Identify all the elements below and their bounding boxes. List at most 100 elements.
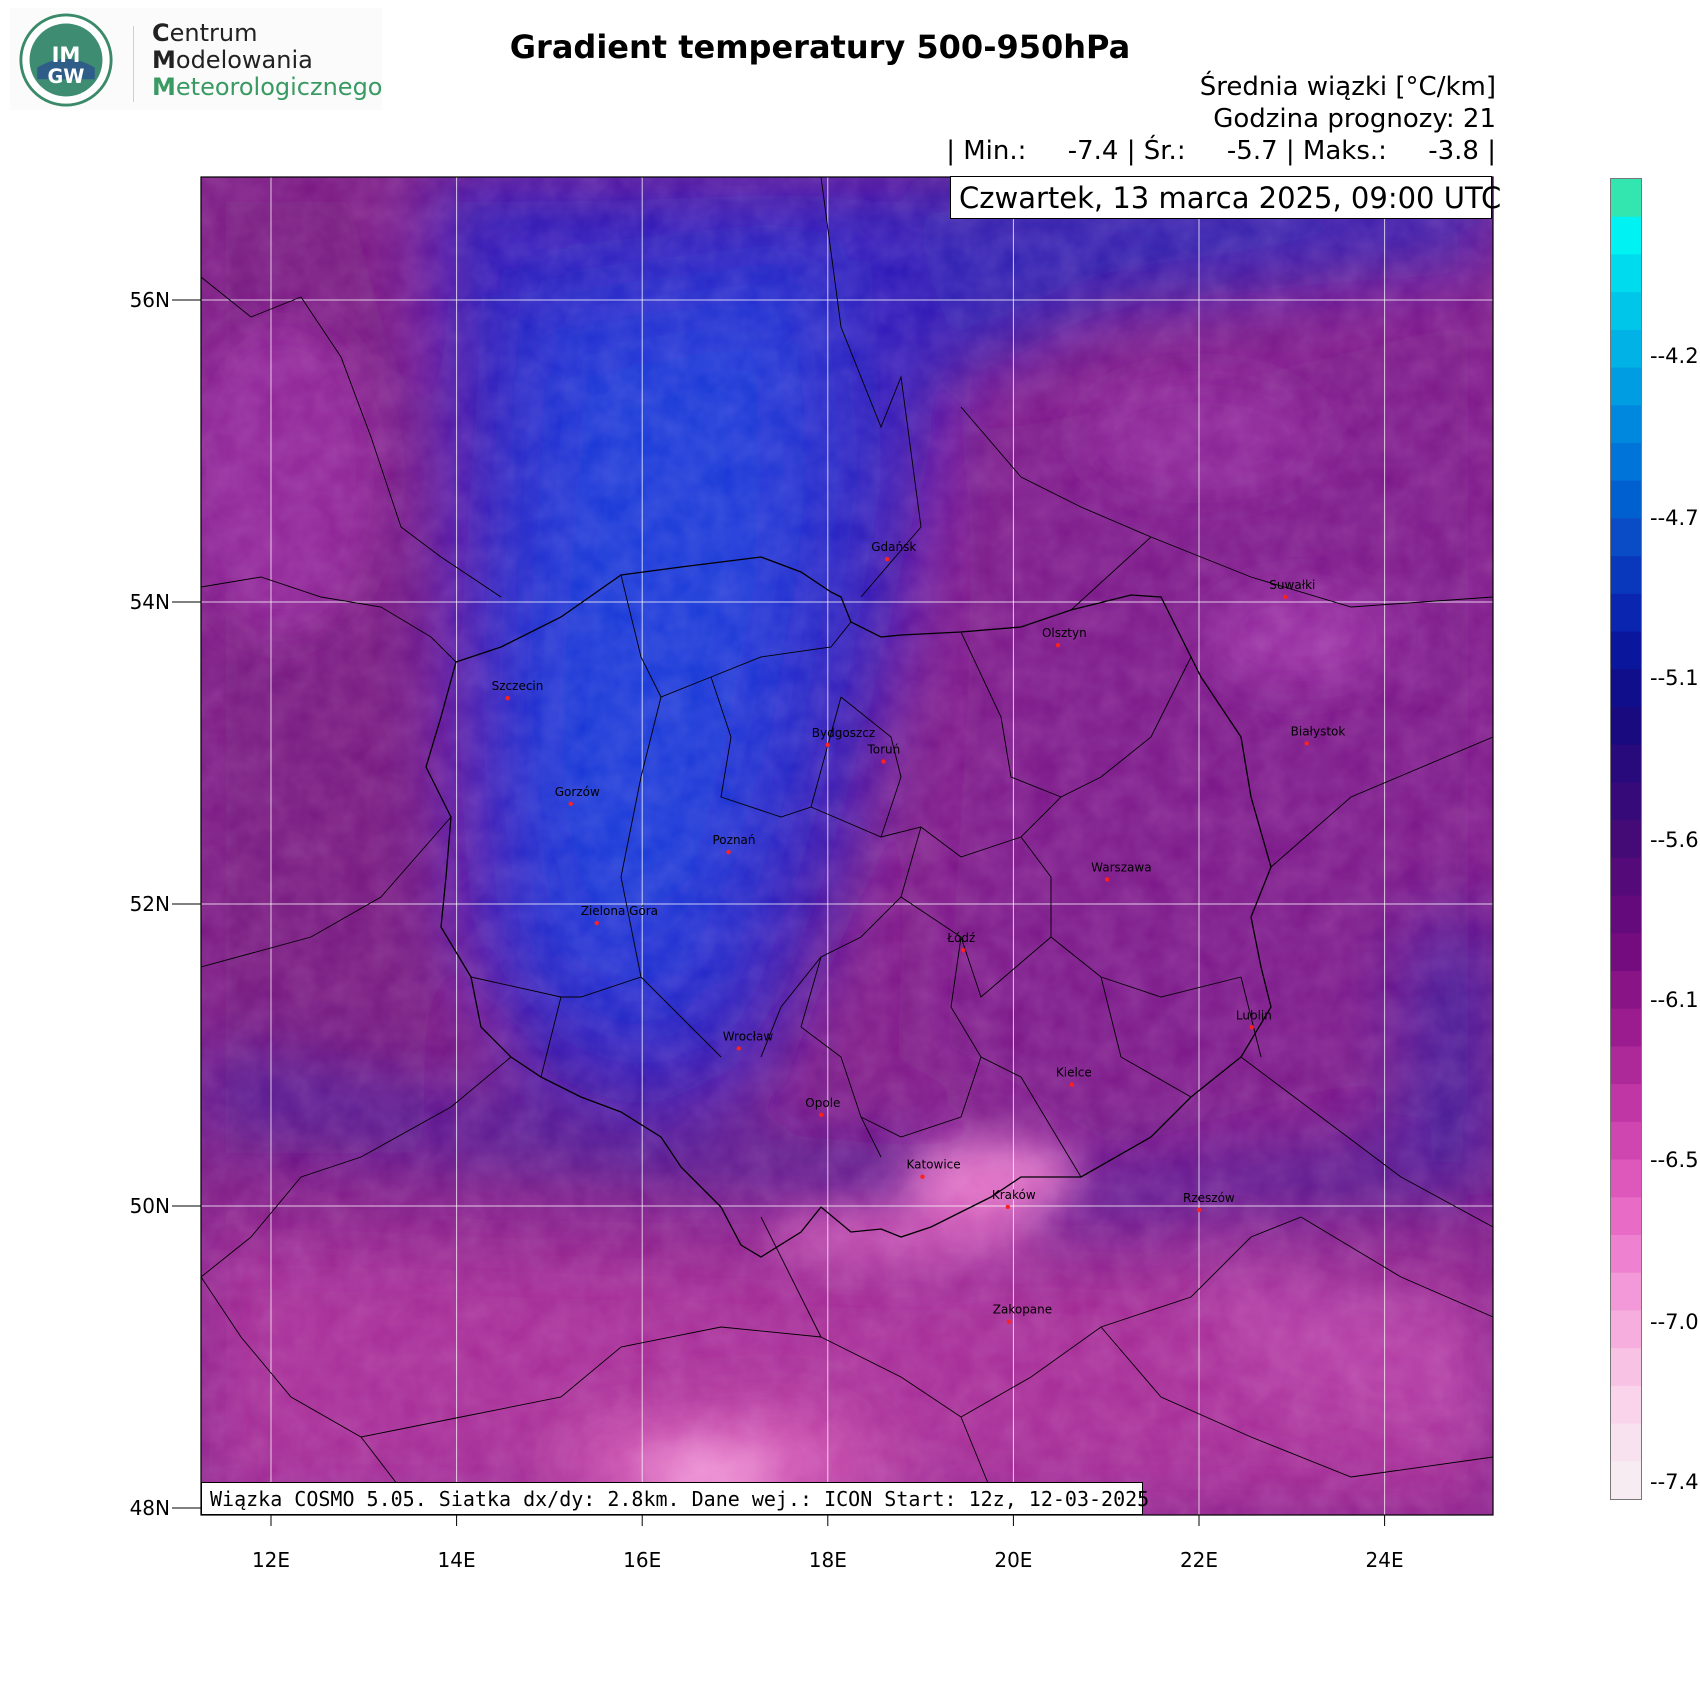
city-dot — [505, 695, 510, 701]
color-scale-step — [1611, 1461, 1641, 1499]
longitude-label: 14E — [437, 1548, 476, 1572]
color-scale-step — [1611, 518, 1641, 557]
color-scale-step — [1611, 179, 1641, 218]
color-scale-step — [1611, 593, 1641, 633]
color-scale-label: --6.1 — [1650, 988, 1699, 1012]
color-scale-label: --5.1 — [1650, 666, 1699, 690]
city-dot — [884, 556, 890, 562]
city-dot — [1304, 741, 1309, 746]
color-scale-label: --6.5 — [1650, 1148, 1699, 1172]
longitude-label: 12E — [251, 1548, 291, 1572]
city-label: Bydgoszcz — [812, 726, 875, 740]
color-scale-step — [1611, 367, 1641, 406]
city-dot — [1005, 1204, 1011, 1210]
gradient-field — [201, 177, 1493, 1515]
logo-divider — [133, 26, 134, 102]
city-dot — [1249, 1025, 1255, 1030]
svg-text:GW: GW — [48, 65, 85, 88]
city-label: Rzeszów — [1183, 1191, 1235, 1205]
color-scale-step — [1611, 895, 1641, 934]
longitude-label: 18E — [808, 1548, 847, 1572]
color-scale-step — [1611, 1008, 1641, 1047]
city-label: Suwałki — [1269, 578, 1315, 592]
city-label: Kielce — [1056, 1066, 1092, 1080]
color-scale-step — [1611, 971, 1641, 1010]
longitude-label: 24E — [1365, 1548, 1404, 1572]
city-dot — [568, 801, 573, 806]
latitude-label: 54N — [129, 590, 170, 614]
city-label: Zakopane — [993, 1303, 1052, 1317]
color-scale-step — [1611, 707, 1641, 746]
city-label: Gdańsk — [871, 540, 916, 554]
valid-date-box: Czwartek, 13 marca 2025, 09:00 UTC — [950, 176, 1501, 219]
color-scale-label: --4.2 — [1650, 344, 1699, 368]
city-label: Lublin — [1236, 1008, 1272, 1022]
city-label: Katowice — [906, 1158, 960, 1172]
color-scale-step — [1611, 1385, 1641, 1425]
logo-text: Centrum Modelowania Meteorologicznego — [152, 19, 383, 101]
city-dot — [825, 742, 830, 748]
latitude-label: 56N — [129, 288, 170, 312]
color-scale-step — [1611, 933, 1641, 972]
color-scale-step — [1611, 744, 1641, 783]
color-scale-step — [1611, 405, 1641, 444]
color-scale-label: --7.4 — [1650, 1470, 1699, 1494]
city-dot — [961, 948, 966, 953]
city-label: Łódź — [946, 931, 975, 945]
latitude-label: 50N — [129, 1194, 170, 1218]
color-scale-label: --5.6 — [1650, 828, 1699, 852]
color-scale-step — [1611, 1272, 1641, 1311]
color-scale-step — [1611, 1197, 1641, 1236]
temperature-gradient-map: Gdańsk Suwałki Olsztyn Białystok Szczecin Byd… — [201, 177, 1493, 1515]
city-dot — [881, 759, 886, 764]
color-scale-step — [1611, 329, 1641, 369]
color-scale-label: --7.0 — [1650, 1310, 1699, 1334]
color-scale-step — [1611, 254, 1641, 293]
color-scale-step — [1611, 669, 1641, 708]
latitude-label: 52N — [129, 892, 170, 916]
color-scale-step — [1611, 556, 1641, 595]
city-label: Kraków — [992, 1188, 1036, 1202]
city-dot — [1104, 877, 1110, 882]
map-title: Gradient temperatury 500-950hPa — [509, 28, 1131, 66]
city-label: Opole — [805, 1096, 840, 1110]
color-scale-step — [1611, 292, 1641, 331]
imgw-seal-icon: IM GW — [19, 13, 113, 107]
color-scale-step — [1611, 782, 1641, 821]
color-scale-step — [1611, 1310, 1641, 1349]
color-scale-step — [1611, 443, 1641, 482]
color-scale-step — [1611, 1121, 1641, 1161]
color-scale-step — [1611, 480, 1641, 519]
color-scale-step — [1611, 857, 1641, 897]
color-scale-step — [1611, 1046, 1641, 1085]
city-label: Poznań — [713, 833, 756, 847]
city-dot — [819, 1112, 824, 1118]
city-dot — [594, 920, 599, 926]
city-label: Gorzów — [555, 785, 600, 799]
city-dot — [1283, 594, 1288, 600]
latitude-label: 48N — [129, 1496, 170, 1520]
color-scale-step — [1611, 1423, 1641, 1462]
city-label: Toruń — [866, 742, 900, 756]
city-label: Zielona Góra — [581, 904, 658, 918]
city-label: Szczecin — [492, 679, 544, 693]
city-dot — [1055, 643, 1061, 648]
imgw-logo: IM GW Centrum Modelowania Meteorologiczn… — [10, 8, 382, 110]
color-scale-step — [1611, 216, 1641, 255]
model-info-footer: Wiązka COSMO 5.05. Siatka dx/dy: 2.8km. … — [201, 1482, 1149, 1515]
city-dot — [1006, 1319, 1011, 1324]
color-scale-step — [1611, 1159, 1641, 1198]
color-scale-step — [1611, 1084, 1641, 1123]
longitude-label: 20E — [994, 1548, 1033, 1572]
city-label: Białystok — [1291, 724, 1346, 738]
color-scale-step — [1611, 631, 1641, 670]
svg-text:IM: IM — [52, 42, 81, 67]
city-label: Wrocław — [723, 1029, 774, 1043]
longitude-label: 16E — [623, 1548, 662, 1572]
city-dot — [1196, 1207, 1202, 1213]
color-scale-step — [1611, 1348, 1641, 1387]
city-dot — [920, 1174, 925, 1179]
forecast-hour: Godzina prognozy: 21 — [1213, 104, 1496, 134]
city-dot — [736, 1046, 741, 1051]
city-label: Warszawa — [1091, 860, 1151, 874]
